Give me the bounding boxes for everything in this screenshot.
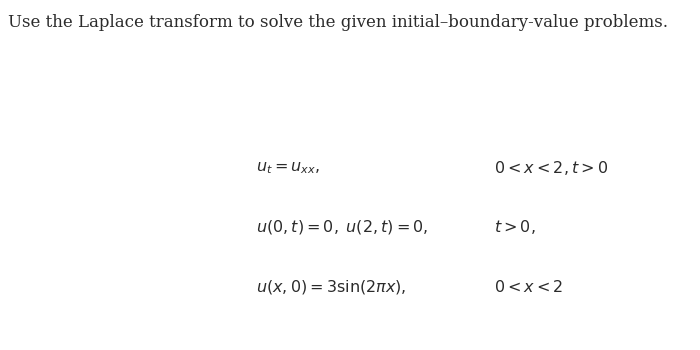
Text: $0 < x < 2$: $0 < x < 2$ [494,279,563,295]
Text: $0 < x < 2, t > 0$: $0 < x < 2, t > 0$ [494,159,608,177]
Text: $t > 0,$: $t > 0,$ [494,218,535,237]
Text: Use the Laplace transform to solve the given initial–boundary-value problems.: Use the Laplace transform to solve the g… [8,14,668,31]
Text: $u_t = u_{xx},$: $u_t = u_{xx},$ [256,160,319,176]
Text: $u(0,t) = 0, \; u(2,t) = 0,$: $u(0,t) = 0, \; u(2,t) = 0,$ [256,218,428,237]
Text: $u(x,0) = 3\sin(2\pi x),$: $u(x,0) = 3\sin(2\pi x),$ [256,278,406,296]
